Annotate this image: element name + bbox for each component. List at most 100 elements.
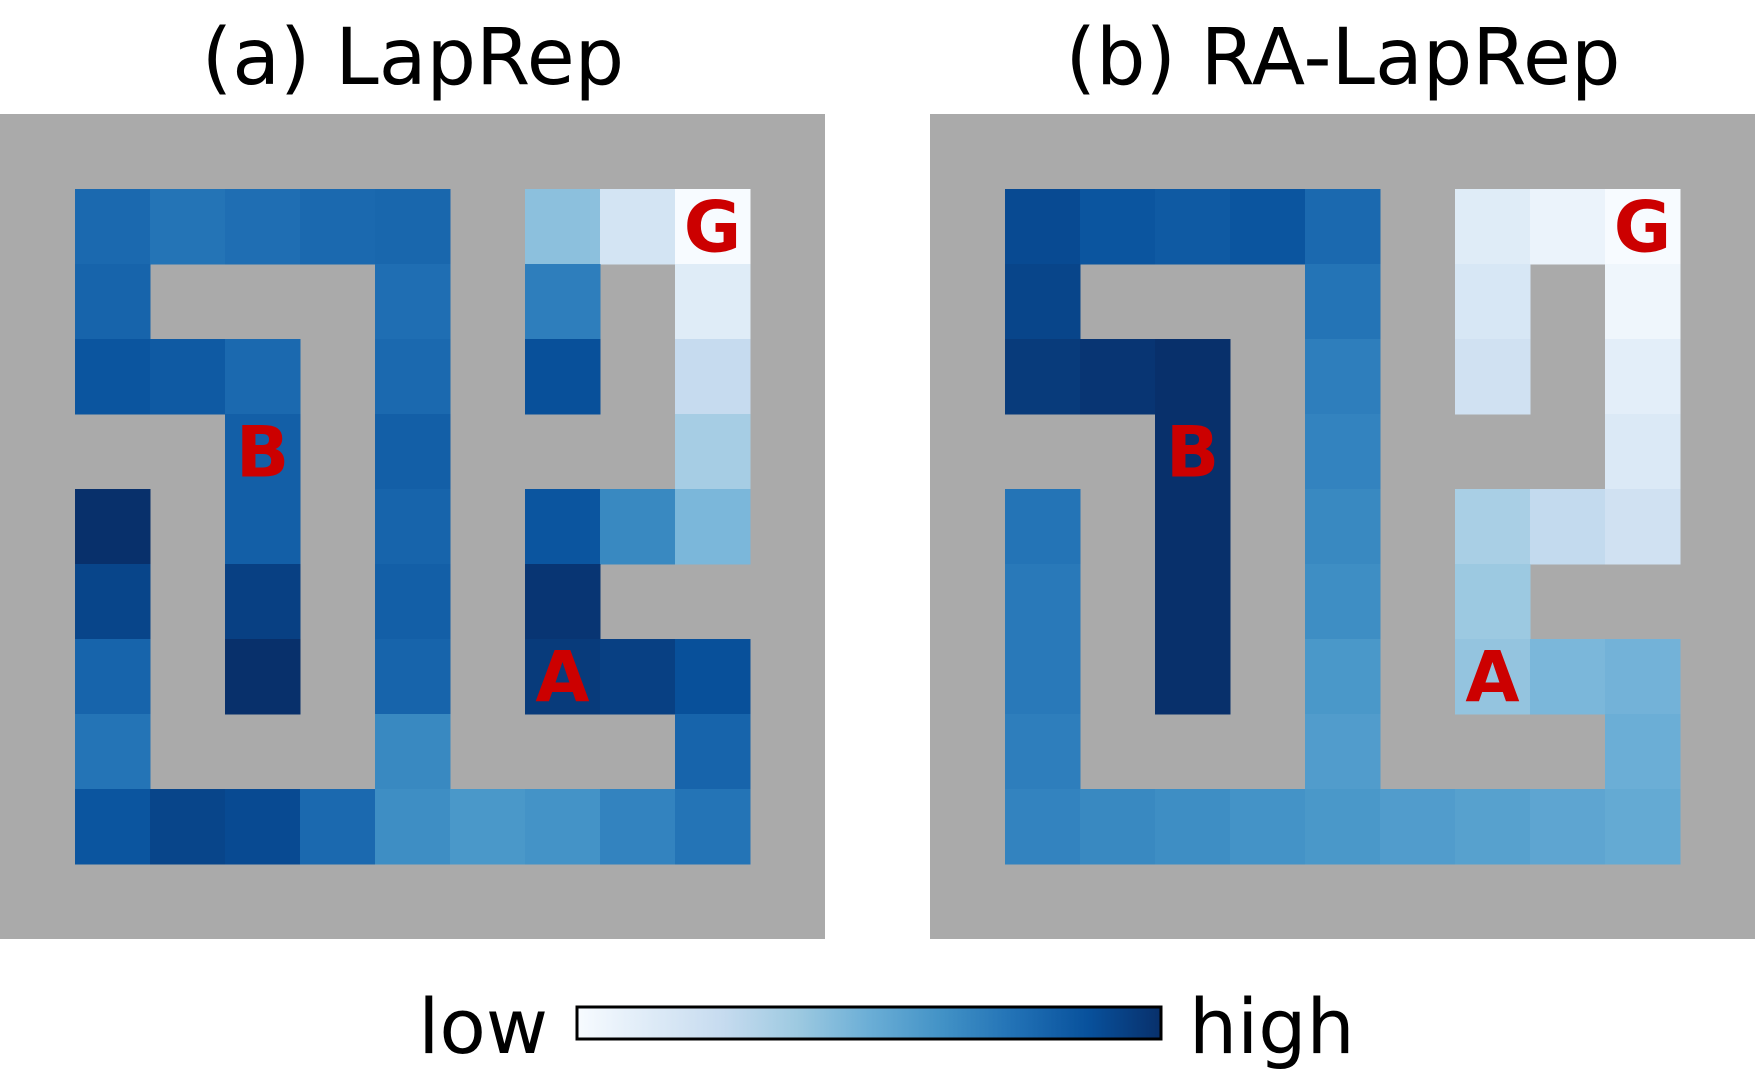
heatmap-cell bbox=[1005, 264, 1081, 340]
heatmap-cell bbox=[75, 489, 151, 565]
heatmap-cell bbox=[375, 489, 451, 565]
marker-b: B bbox=[1166, 412, 1219, 494]
heatmap-cell bbox=[1305, 789, 1381, 865]
heatmap-cell bbox=[300, 789, 376, 865]
heatmap-cell bbox=[1455, 189, 1531, 265]
heatmap-cell bbox=[1455, 564, 1531, 640]
heatmap-cell bbox=[1605, 189, 1681, 265]
heatmap-cell bbox=[1530, 489, 1606, 565]
heatmap-cell bbox=[75, 339, 151, 415]
heatmap-cell bbox=[1005, 489, 1081, 565]
heatmap-cell bbox=[1605, 714, 1681, 790]
heatmap-cell bbox=[75, 639, 151, 715]
heatmap-cell bbox=[525, 339, 601, 415]
heatmap-cell bbox=[1455, 264, 1531, 340]
legend-high-label: high bbox=[1189, 982, 1355, 1071]
panel-title-ra-laprep: (b) RA-LapRep bbox=[1066, 13, 1621, 103]
heatmap-cell bbox=[1005, 714, 1081, 790]
heatmap-cell bbox=[1005, 789, 1081, 865]
heatmap-cell bbox=[675, 264, 751, 340]
marker-a: A bbox=[1465, 637, 1519, 719]
heatmap-cell bbox=[225, 189, 301, 265]
heatmap-cell bbox=[525, 489, 601, 565]
heatmap-cell bbox=[1155, 489, 1231, 565]
heatmap-cell bbox=[600, 489, 676, 565]
heatmap-cell bbox=[600, 639, 676, 715]
heatmap-cell bbox=[1155, 639, 1231, 715]
heatmap-cell bbox=[1155, 789, 1231, 865]
heatmap-cell bbox=[1530, 189, 1606, 265]
heatmap-cell bbox=[1230, 789, 1306, 865]
heatmap-cell bbox=[1305, 414, 1381, 490]
heatmap-cell bbox=[1005, 189, 1081, 265]
heatmap-cell bbox=[1455, 789, 1531, 865]
heatmap-cell bbox=[525, 639, 601, 715]
heatmap-cell bbox=[1155, 564, 1231, 640]
heatmap-cell bbox=[1080, 789, 1156, 865]
heatmap-cell bbox=[1305, 714, 1381, 790]
heatmap-cell bbox=[375, 339, 451, 415]
heatmap-cell bbox=[225, 489, 301, 565]
heatmap-cell bbox=[525, 789, 601, 865]
heatmap-cell bbox=[1605, 414, 1681, 490]
heatmap-cell bbox=[375, 639, 451, 715]
heatmap-cell bbox=[1005, 639, 1081, 715]
heatmap-cell bbox=[675, 489, 751, 565]
heatmap-cell bbox=[675, 189, 751, 265]
marker-b: B bbox=[236, 412, 289, 494]
heatmap-cell bbox=[1305, 489, 1381, 565]
heatmap-cell bbox=[1155, 414, 1231, 490]
heatmap-cell bbox=[375, 414, 451, 490]
heatmap-cell bbox=[1305, 339, 1381, 415]
heatmap-cell bbox=[150, 339, 226, 415]
heatmap-cell bbox=[1605, 264, 1681, 340]
heatmap-cell bbox=[1005, 564, 1081, 640]
heatmap-cell bbox=[1605, 339, 1681, 415]
heatmap-cell bbox=[1305, 639, 1381, 715]
heatmap-cell bbox=[375, 714, 451, 790]
panel-title-laprep: (a) LapRep bbox=[202, 13, 624, 103]
heatmap-cell bbox=[1605, 489, 1681, 565]
heatmap-cell bbox=[375, 189, 451, 265]
heatmap-cell bbox=[1380, 789, 1456, 865]
heatmap-cell bbox=[1080, 339, 1156, 415]
marker-a: A bbox=[535, 637, 589, 719]
heatmap-cell bbox=[225, 339, 301, 415]
heatmap-cell bbox=[675, 339, 751, 415]
heatmap-cell bbox=[150, 189, 226, 265]
heatmap-cell bbox=[1605, 789, 1681, 865]
heatmap-cell bbox=[600, 189, 676, 265]
heatmap-cell bbox=[150, 789, 226, 865]
heatmap-cell bbox=[225, 414, 301, 490]
heatmap-cell bbox=[525, 189, 601, 265]
heatmap-cell bbox=[675, 789, 751, 865]
heatmap-cell bbox=[375, 264, 451, 340]
heatmap-cell bbox=[375, 789, 451, 865]
heatmap-cell bbox=[225, 639, 301, 715]
heatmap-cell bbox=[225, 564, 301, 640]
heatmap-cell bbox=[75, 564, 151, 640]
heatmap-cell bbox=[525, 264, 601, 340]
heatmap-cell bbox=[225, 789, 301, 865]
heatmap-cell bbox=[1155, 189, 1231, 265]
heatmap-cell bbox=[1305, 564, 1381, 640]
heatmap-cell bbox=[525, 564, 601, 640]
heatmap-cell bbox=[1230, 189, 1306, 265]
marker-g: G bbox=[1614, 187, 1671, 269]
legend-colorbar bbox=[575, 1005, 1163, 1041]
heatmap-cell bbox=[1455, 489, 1531, 565]
panel-ra-laprep: (b) RA-LapRep G B A bbox=[930, 13, 1755, 939]
heatmap-cell bbox=[1305, 189, 1381, 265]
heatmap-cell bbox=[600, 789, 676, 865]
grid-laprep: G B A bbox=[0, 114, 825, 939]
heatmap-cell bbox=[675, 714, 751, 790]
heatmap-cell bbox=[75, 714, 151, 790]
heatmap-cell bbox=[1530, 639, 1606, 715]
heatmap-cell bbox=[675, 414, 751, 490]
heatmap-cell bbox=[300, 189, 376, 265]
heatmap-cell bbox=[1605, 639, 1681, 715]
heatmap-cell bbox=[1455, 339, 1531, 415]
heatmap-cell bbox=[1155, 339, 1231, 415]
heatmap-cell bbox=[450, 789, 526, 865]
